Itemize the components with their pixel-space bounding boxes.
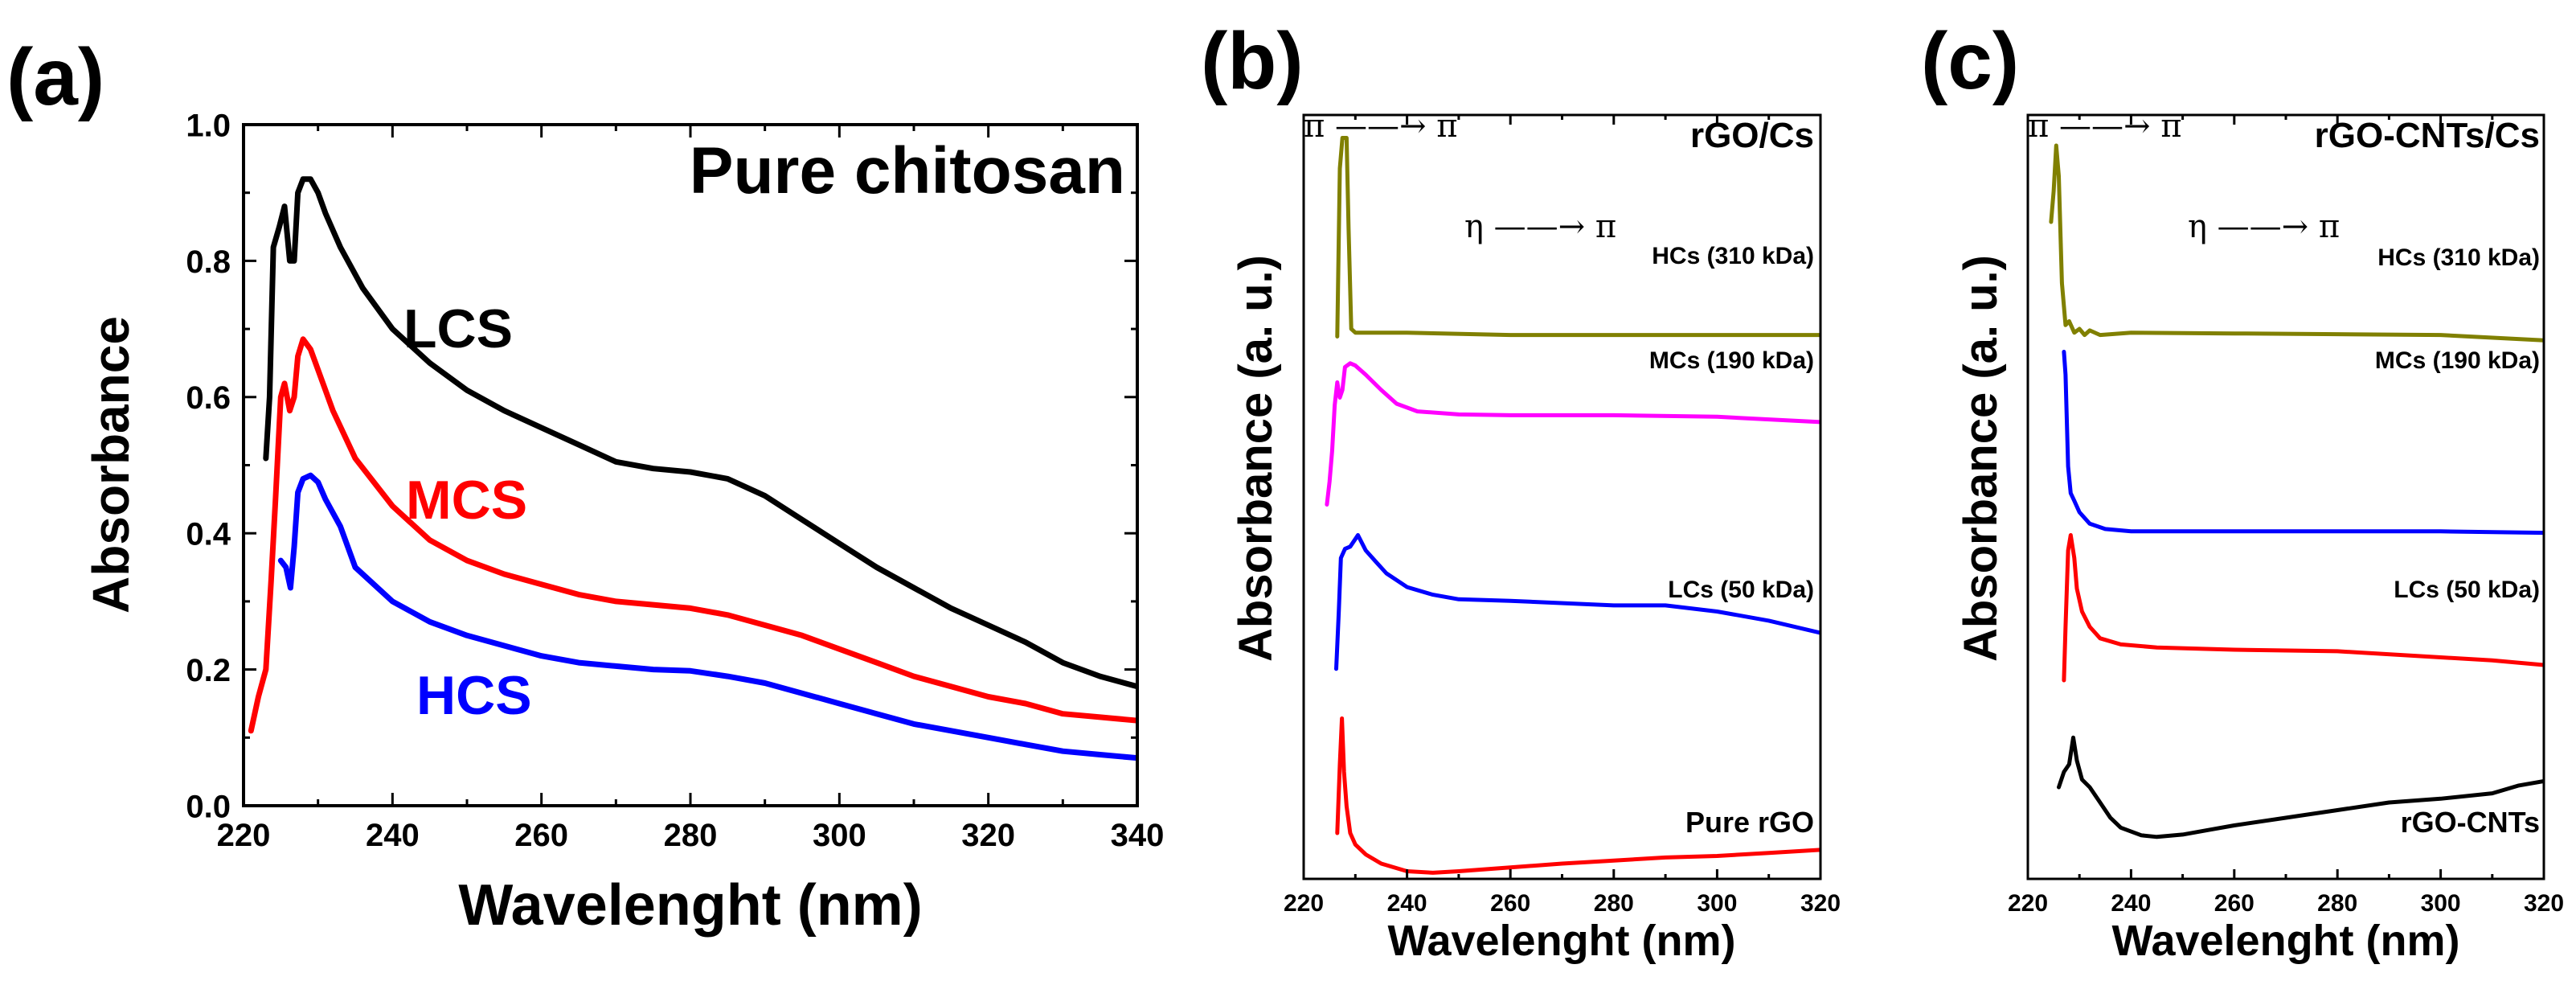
panel-a-x-tick-label: 260 bbox=[514, 818, 568, 853]
panel-a-y-tick-label: 0.6 bbox=[186, 380, 231, 416]
panel-c-y-axis-title: Absorbance (a. u.) bbox=[1955, 255, 2007, 662]
panel-b-title: rGO/Cs bbox=[1690, 116, 1814, 155]
panel-a-y-tick-label: 1.0 bbox=[186, 108, 231, 143]
panel-b-x-tick-label: 220 bbox=[1284, 890, 1324, 917]
panel-a-y-tick-label: 0.4 bbox=[186, 517, 231, 552]
panel-b-pi-pi-annotation: π ——→ π bbox=[1304, 108, 1458, 145]
panel-a-label-lcs: LCS bbox=[403, 298, 513, 359]
panel-a-x-tick-label: 240 bbox=[366, 818, 420, 853]
panel-a-label-mcs: MCS bbox=[406, 470, 527, 531]
panel-a-y-tick-label: 0.2 bbox=[186, 653, 231, 688]
panel-a-x-tick-label: 220 bbox=[217, 818, 271, 853]
panel-b-ticks: 220 240 260 280 300 320 bbox=[1284, 115, 1841, 917]
panel-c-x-tick-label: 280 bbox=[2317, 890, 2357, 917]
panel-b-series-hcs-310-kda bbox=[1335, 136, 1820, 339]
panel-c-x-axis-title: Wavelenght (nm) bbox=[2111, 917, 2459, 965]
panel-a-y-tick-label: 0.0 bbox=[186, 789, 231, 824]
panel-a-letter: (a) bbox=[6, 32, 104, 122]
panel-b-letter: (b) bbox=[1201, 16, 1304, 106]
panel-a-x-tick-label: 300 bbox=[813, 818, 866, 853]
panel-c-series-mcs-190-kda bbox=[2062, 350, 2544, 536]
panel-a-series-lcs bbox=[263, 176, 1137, 690]
panel-c-label-lcs: LCs (50 kDa) bbox=[2394, 577, 2540, 603]
panel-a-x-axis-title: Wavelenght (nm) bbox=[458, 873, 922, 938]
panel-b-y-axis-title: Absorbance (a. u.) bbox=[1230, 255, 1282, 662]
panel-c-series-rgo-cnts bbox=[2057, 735, 2544, 839]
panel-b-n-pi-annotation: η ——→ π bbox=[1464, 208, 1616, 245]
panel-c-pi-pi-annotation: π ——→ π bbox=[2028, 108, 2182, 145]
panel-b: (b) 220 240 260 280 300 320 Wavelenght (nm) A… bbox=[1201, 16, 1841, 965]
panel-c-title: rGO-CNTs/Cs bbox=[2315, 116, 2540, 155]
panel-b-x-tick-label: 320 bbox=[1800, 890, 1841, 917]
panel-b-series-mcs-190-kda bbox=[1325, 361, 1820, 507]
panel-c-label-mcs: MCs (190 kDa) bbox=[2375, 347, 2540, 374]
panel-c-n-pi-annotation: η ——→ π bbox=[2188, 208, 2340, 245]
panel-b-x-tick-label: 280 bbox=[1594, 890, 1634, 917]
panel-b-x-tick-label: 240 bbox=[1387, 890, 1427, 917]
panel-a-series-mcs bbox=[248, 336, 1137, 734]
panel-c-series-lcs-50-kda bbox=[2062, 533, 2544, 683]
panel-b-x-axis-title: Wavelenght (nm) bbox=[1387, 917, 1735, 965]
panel-b-x-tick-label: 300 bbox=[1697, 890, 1737, 917]
panel-c-x-tick-label: 320 bbox=[2524, 890, 2564, 917]
panel-a-series-hcs bbox=[277, 472, 1137, 761]
panel-c-plot-area bbox=[2049, 143, 2544, 839]
panel-c-x-tick-label: 240 bbox=[2111, 890, 2151, 917]
panel-a-y-tick-label: 0.8 bbox=[186, 244, 231, 280]
panel-c-ticks: 220 240 260 280 300 320 bbox=[2008, 115, 2564, 917]
panel-b-series-lcs-50-kda bbox=[1334, 533, 1820, 671]
panel-a-title: Pure chitosan bbox=[690, 134, 1125, 207]
panel-b-series-pure-rgo bbox=[1335, 716, 1820, 875]
panel-c: (c) 220 240 260 280 300 320 Wavelenght (nm) A… bbox=[1921, 16, 2564, 965]
panel-a-ticks: 220 240 260 280 300 320 340 0.0 0.2 0.4 0.6 0.8 1.0 bbox=[186, 108, 1164, 853]
panel-a-x-tick-label: 320 bbox=[961, 818, 1015, 853]
panel-c-x-tick-label: 220 bbox=[2008, 890, 2048, 917]
panel-a-plot-area bbox=[248, 176, 1137, 761]
panel-a-y-axis-title: Absorbance bbox=[82, 316, 140, 614]
panel-c-x-tick-label: 260 bbox=[2214, 890, 2255, 917]
panel-c-label-hcs: HCs (310 kDa) bbox=[2377, 244, 2540, 271]
panel-a-label-hcs: HCS bbox=[416, 665, 532, 726]
panel-b-label-hcs: HCs (310 kDa) bbox=[1652, 243, 1814, 269]
panel-b-label-pure-rgo: Pure rGO bbox=[1685, 806, 1814, 839]
panel-c-letter: (c) bbox=[1921, 16, 2019, 106]
panel-c-label-rgo-cnts: rGO-CNTs bbox=[2401, 806, 2540, 839]
panel-a-x-tick-label: 340 bbox=[1111, 818, 1165, 853]
panel-b-x-tick-label: 260 bbox=[1490, 890, 1530, 917]
panel-c-series-hcs-310-kda bbox=[2049, 143, 2544, 343]
panel-a: (a) 220 240 260 280 300 320 340 0.0 0.2 0.4 0.6 0.8… bbox=[6, 32, 1164, 938]
panel-c-x-tick-label: 300 bbox=[2421, 890, 2461, 917]
panel-b-label-lcs: LCs (50 kDa) bbox=[1668, 577, 1814, 603]
panel-a-frame bbox=[242, 123, 1139, 807]
panel-a-x-tick-label: 280 bbox=[664, 818, 718, 853]
panel-b-label-mcs: MCs (190 kDa) bbox=[1649, 347, 1814, 374]
